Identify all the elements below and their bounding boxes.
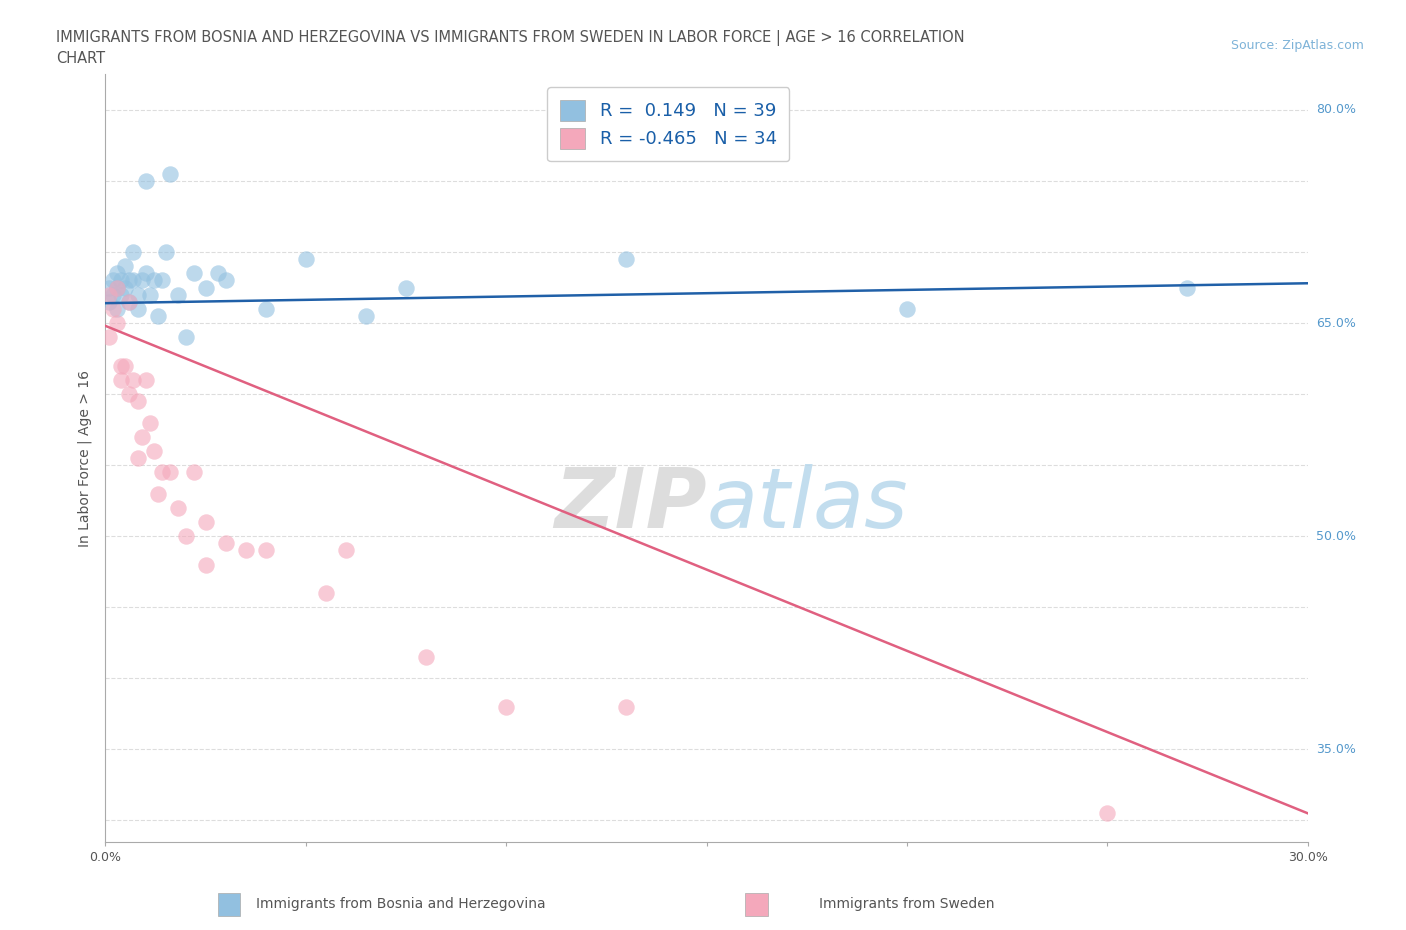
Point <box>127 301 149 316</box>
Point <box>495 699 517 714</box>
Text: 80.0%: 80.0% <box>1316 103 1355 116</box>
Point <box>107 315 129 330</box>
Point <box>194 280 217 295</box>
Text: IMMIGRANTS FROM BOSNIA AND HERZEGOVINA VS IMMIGRANTS FROM SWEDEN IN LABOR FORCE : IMMIGRANTS FROM BOSNIA AND HERZEGOVINA V… <box>56 30 965 46</box>
Legend: R =  0.149   N = 39, R = -0.465   N = 34: R = 0.149 N = 39, R = -0.465 N = 34 <box>547 87 789 162</box>
Point <box>150 465 173 480</box>
Point <box>142 444 165 458</box>
Text: ZIP: ZIP <box>554 463 707 545</box>
Point <box>118 387 141 402</box>
Point <box>114 280 136 295</box>
Text: atlas: atlas <box>707 463 908 545</box>
Point <box>103 273 125 288</box>
Point <box>98 330 121 345</box>
Point <box>107 301 129 316</box>
Point <box>146 309 169 324</box>
Text: CHART: CHART <box>56 51 105 66</box>
Point <box>135 372 157 387</box>
Point <box>118 294 141 309</box>
Point <box>110 358 132 373</box>
Point <box>138 287 160 302</box>
Point <box>174 330 197 345</box>
Point <box>214 273 236 288</box>
Point <box>103 301 125 316</box>
Point <box>142 273 165 288</box>
Text: 65.0%: 65.0% <box>1316 316 1355 329</box>
Point <box>98 280 121 295</box>
Point <box>616 252 638 267</box>
Point <box>1177 280 1199 295</box>
Point <box>194 557 217 572</box>
Point <box>415 649 437 664</box>
Point <box>122 245 145 259</box>
Point <box>107 266 129 281</box>
Point <box>174 529 197 544</box>
Point <box>114 259 136 273</box>
Text: Immigrants from Bosnia and Herzegovina: Immigrants from Bosnia and Herzegovina <box>256 897 546 911</box>
Point <box>155 245 177 259</box>
Point <box>335 543 357 558</box>
Point <box>254 301 277 316</box>
Point <box>616 699 638 714</box>
Point <box>122 372 145 387</box>
Text: 35.0%: 35.0% <box>1316 743 1355 756</box>
Point <box>98 294 121 309</box>
Point <box>183 465 205 480</box>
Point <box>183 266 205 281</box>
Point <box>107 280 129 295</box>
Point <box>295 252 318 267</box>
Y-axis label: In Labor Force | Age > 16: In Labor Force | Age > 16 <box>77 369 93 547</box>
Point <box>114 358 136 373</box>
Point <box>110 372 132 387</box>
Point <box>1097 805 1119 820</box>
Text: Immigrants from Sweden: Immigrants from Sweden <box>820 897 994 911</box>
Point <box>254 543 277 558</box>
Point <box>354 309 377 324</box>
Point <box>131 273 153 288</box>
Point <box>138 415 160 430</box>
Point <box>207 266 229 281</box>
Text: 50.0%: 50.0% <box>1316 530 1355 543</box>
Point <box>395 280 418 295</box>
Point <box>135 266 157 281</box>
Point <box>98 287 121 302</box>
Point <box>122 273 145 288</box>
Point <box>103 287 125 302</box>
Point <box>150 273 173 288</box>
Point <box>127 451 149 466</box>
Point <box>896 301 918 316</box>
Point <box>127 393 149 408</box>
Text: Source: ZipAtlas.com: Source: ZipAtlas.com <box>1230 39 1364 52</box>
Point <box>315 586 337 601</box>
Point <box>107 280 129 295</box>
Point <box>131 430 153 445</box>
Point <box>159 465 181 480</box>
Point <box>118 273 141 288</box>
Point <box>159 166 181 181</box>
Point <box>235 543 257 558</box>
Point <box>118 294 141 309</box>
Point <box>166 287 188 302</box>
Point <box>127 287 149 302</box>
Point <box>135 174 157 189</box>
Point <box>214 536 236 551</box>
Point <box>146 486 169 501</box>
Point <box>110 273 132 288</box>
Point <box>110 287 132 302</box>
Point <box>194 514 217 529</box>
Point <box>166 500 188 515</box>
